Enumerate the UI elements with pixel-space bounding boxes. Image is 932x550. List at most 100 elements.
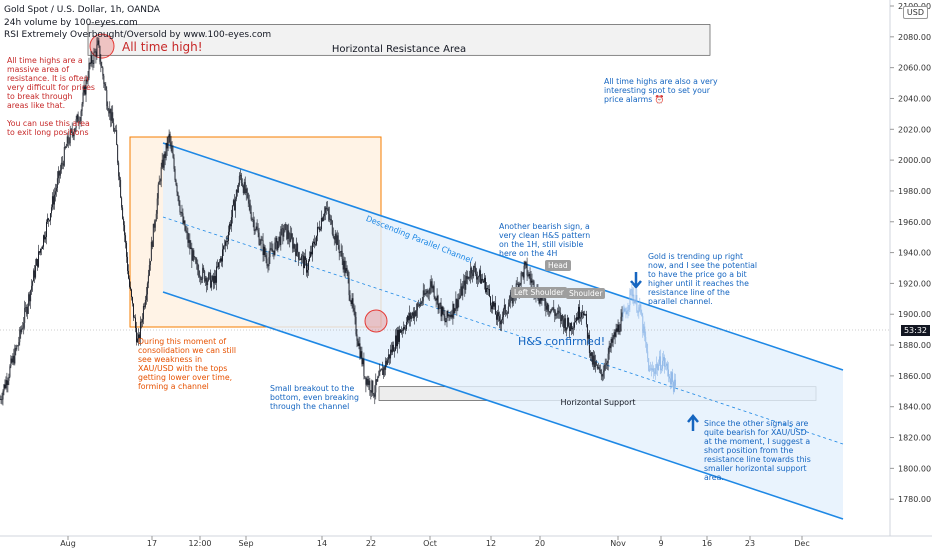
candle: [399, 325, 400, 349]
support-area-label: Horizontal Support: [560, 398, 636, 407]
candle: [577, 311, 578, 321]
candle: [357, 338, 359, 347]
candle: [178, 195, 180, 207]
y-tick-label: 1940.00: [898, 249, 931, 258]
candle: [180, 211, 182, 217]
candle: [391, 342, 393, 356]
x-tick-label: Aug: [60, 539, 76, 548]
candle: [234, 196, 236, 218]
candle: [367, 375, 369, 388]
candle: [316, 222, 318, 242]
candle: [563, 315, 565, 335]
candle: [319, 226, 321, 232]
candle: [260, 235, 262, 252]
candle: [40, 248, 41, 256]
candle: [137, 328, 139, 346]
candle: [197, 259, 199, 276]
candle: [439, 302, 441, 310]
candle: [92, 59, 94, 71]
candle: [210, 269, 212, 289]
candle: [402, 328, 403, 338]
projected-candle: [667, 360, 668, 377]
candle: [481, 274, 483, 284]
candle: [415, 303, 417, 322]
candle: [0, 395, 2, 404]
candle: [313, 238, 314, 248]
candle: [93, 47, 95, 68]
candle: [442, 306, 444, 316]
candle: [183, 216, 185, 226]
candle: [101, 61, 103, 69]
candle: [5, 376, 7, 390]
candle: [315, 237, 316, 247]
candle: [82, 85, 84, 107]
candle: [83, 80, 85, 96]
candle: [278, 236, 280, 249]
candle: [469, 270, 471, 282]
candle: [527, 270, 529, 278]
candle: [593, 351, 595, 370]
candle: [138, 332, 140, 342]
candle: [422, 283, 424, 306]
candle: [349, 290, 351, 302]
candle: [195, 257, 197, 265]
projected-candle: [622, 305, 624, 322]
y-tick-label: 1820.00: [898, 434, 931, 443]
candle: [266, 252, 268, 269]
candle: [10, 355, 12, 369]
candle: [528, 271, 530, 280]
candle: [434, 295, 436, 302]
candle: [377, 375, 379, 383]
projected-candle: [645, 331, 647, 348]
candle: [448, 314, 450, 322]
projected-candle: [628, 304, 630, 317]
candle: [237, 182, 239, 193]
candle: [603, 362, 605, 379]
candle: [139, 316, 141, 346]
indicator-volume[interactable]: 24h volume by 100-eyes.com: [4, 18, 138, 28]
candle: [579, 300, 580, 324]
channel-upper-line: [162, 142, 844, 371]
candle: [117, 144, 119, 166]
candle: [526, 257, 528, 282]
candle: [212, 274, 214, 282]
projected-candle: [640, 303, 642, 315]
candle: [147, 269, 149, 289]
candle: [190, 240, 192, 250]
projected-candle: [666, 362, 667, 371]
candle: [136, 321, 137, 346]
currency-button[interactable]: USD: [902, 6, 928, 19]
candle: [471, 266, 473, 280]
candle: [388, 348, 390, 363]
candle: [322, 213, 324, 222]
candle: [297, 242, 299, 257]
y-tick-label: 1980.00: [898, 187, 931, 196]
indicator-rsi[interactable]: RSI Extremely Overbought/Oversold by www…: [4, 30, 272, 40]
candle: [258, 227, 260, 246]
candle: [48, 219, 50, 222]
candle: [165, 142, 167, 161]
projected-candle: [639, 297, 641, 312]
candle: [573, 322, 575, 336]
candle: [154, 219, 156, 232]
candle: [561, 314, 563, 325]
candle: [309, 251, 310, 262]
projected-candle: [644, 321, 646, 342]
candle: [407, 312, 409, 324]
candle: [529, 267, 531, 285]
x-tick-label: 22: [366, 539, 376, 548]
candle: [350, 299, 352, 307]
x-tick-label: Dec: [794, 539, 809, 548]
candle: [215, 270, 217, 285]
candle: [325, 201, 327, 215]
candle: [176, 182, 178, 197]
projected-candle: [657, 362, 659, 376]
candle: [78, 116, 80, 130]
candle: [605, 358, 607, 370]
candle: [458, 293, 460, 308]
candle: [7, 377, 9, 393]
candle: [28, 292, 30, 315]
candle: [223, 245, 224, 256]
candle: [352, 293, 354, 313]
